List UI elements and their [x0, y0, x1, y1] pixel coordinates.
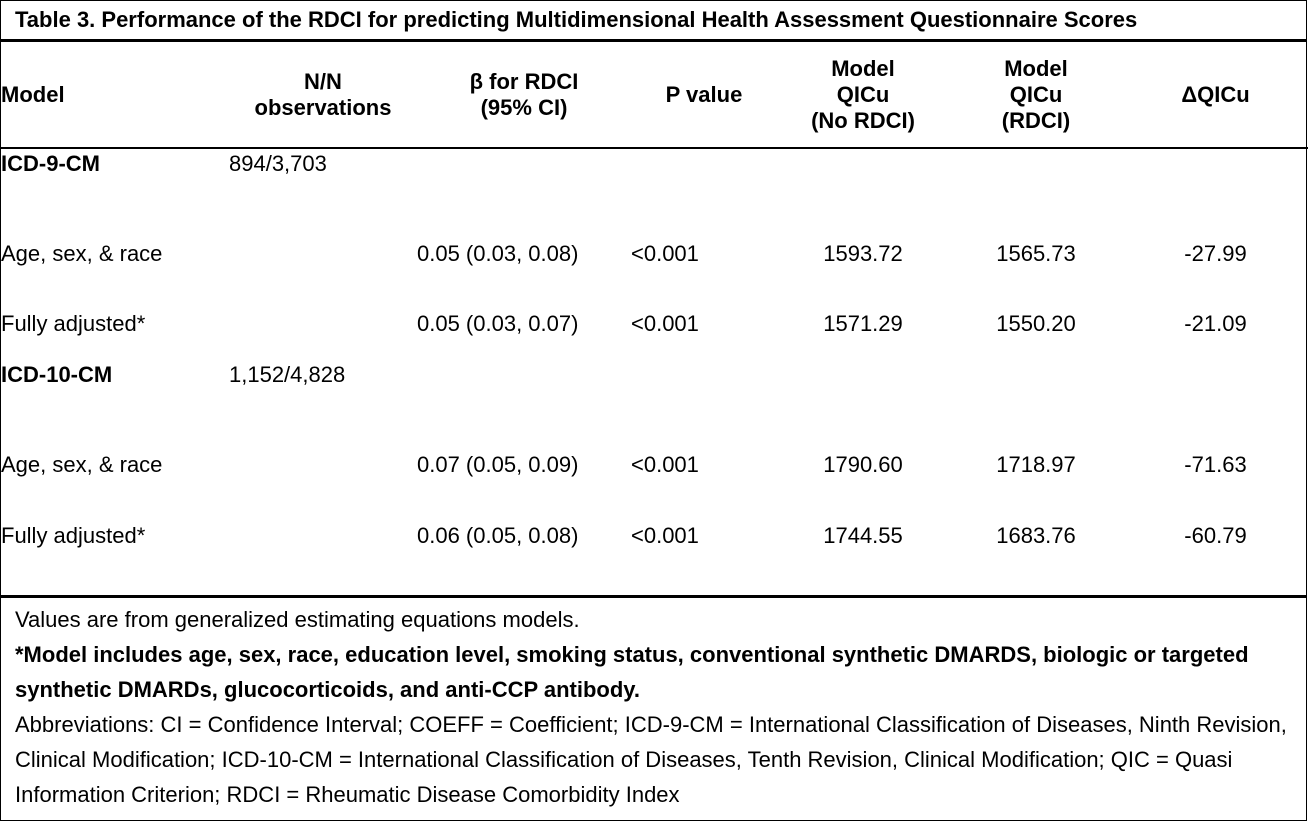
table-row: Age, sex, & race 0.07 (0.05, 0.09) <0.00… [1, 430, 1308, 501]
cell-qic-no-rdci [777, 148, 949, 219]
cell-p-value: <0.001 [631, 311, 699, 337]
header-qic-no-rdci-line: (No RDCI) [811, 107, 915, 133]
cell-qic-rdci: 1550.20 [996, 311, 1076, 337]
cell-p-value [631, 360, 777, 431]
cell-observations: 1,152/4,828 [229, 361, 346, 387]
cell-observations: 894/3,703 [229, 151, 327, 176]
header-qic-no-rdci-line: QICu [836, 81, 890, 107]
cell-delta-qic [1123, 148, 1308, 219]
cell-p-value: <0.001 [631, 452, 699, 478]
header-beta-line: β for RDCI [469, 68, 579, 94]
cell-beta [417, 148, 631, 219]
table-bottom-rule [1, 571, 1306, 598]
cell-qic-no-rdci [777, 360, 949, 431]
cell-qic-no-rdci: 1790.60 [823, 452, 903, 478]
header-qic-no-rdci: Model QICu (No RDCI) [777, 42, 949, 149]
header-model: Model [1, 42, 229, 149]
cell-observations [229, 501, 417, 572]
cell-observations [229, 219, 417, 290]
cell-model: ICD-10-CM [1, 361, 113, 387]
footnote-values: Values are from generalized estimating e… [15, 607, 580, 632]
header-beta: β for RDCI (95% CI) [417, 42, 631, 149]
header-beta-line: (95% CI) [480, 94, 568, 120]
cell-qic-rdci [949, 148, 1123, 219]
header-qic-rdci-line: (RDCI) [1001, 107, 1071, 133]
cell-delta-qic: -71.63 [1184, 452, 1247, 478]
cell-delta-qic [1123, 360, 1308, 431]
cell-delta-qic: -21.09 [1184, 311, 1247, 337]
cell-observations [229, 289, 417, 360]
table-row-group: ICD-9-CM 894/3,703 [1, 148, 1308, 219]
cell-beta: 0.05 (0.03, 0.08) [417, 240, 579, 266]
table-row: Fully adjusted* 0.06 (0.05, 0.08) <0.001… [1, 501, 1308, 572]
cell-qic-no-rdci: 1744.55 [823, 522, 903, 548]
table-row: Age, sex, & race 0.05 (0.03, 0.08) <0.00… [1, 219, 1308, 290]
header-qic-no-rdci-line: Model [831, 55, 895, 81]
cell-qic-rdci: 1718.97 [996, 452, 1076, 478]
cell-model: Age, sex, & race [1, 240, 163, 266]
cell-qic-rdci [949, 360, 1123, 431]
results-table: Model N/N observations β for RDCI (95% C… [1, 42, 1308, 571]
cell-qic-no-rdci: 1571.29 [823, 311, 903, 337]
table-title: Table 3. Performance of the RDCI for pre… [1, 1, 1306, 42]
cell-beta: 0.05 (0.03, 0.07) [417, 311, 579, 337]
cell-delta-qic: -27.99 [1184, 240, 1247, 266]
cell-beta: 0.07 (0.05, 0.09) [417, 452, 579, 478]
table-row: Fully adjusted* 0.05 (0.03, 0.07) <0.001… [1, 289, 1308, 360]
cell-observations [229, 430, 417, 501]
table-body: ICD-9-CM 894/3,703 Age, sex, & race 0.05… [1, 148, 1308, 571]
header-model-line: Model [1, 81, 65, 107]
table-footnotes: Values are from generalized estimating e… [1, 598, 1306, 812]
cell-beta [417, 360, 631, 431]
cell-model: Age, sex, & race [1, 452, 163, 478]
cell-p-value: <0.001 [631, 240, 699, 266]
cell-delta-qic: -60.79 [1184, 522, 1247, 548]
cell-beta: 0.06 (0.05, 0.08) [417, 522, 579, 548]
cell-qic-rdci: 1683.76 [996, 522, 1076, 548]
header-p-value-line: P value [665, 81, 743, 107]
header-observations-line: observations [254, 94, 392, 120]
footnote-abbreviations: Abbreviations: CI = Confidence Interval;… [15, 712, 1287, 807]
header-observations-line: N/N [304, 68, 342, 94]
cell-model: ICD-9-CM [1, 151, 100, 176]
header-qic-rdci-line: QICu [1009, 81, 1063, 107]
header-observations: N/N observations [229, 42, 417, 149]
table-header: Model N/N observations β for RDCI (95% C… [1, 42, 1308, 149]
cell-model: Fully adjusted* [1, 311, 146, 337]
header-qic-rdci-line: Model [1004, 55, 1068, 81]
header-delta-qic: ΔQICu [1123, 42, 1308, 149]
cell-model: Fully adjusted* [1, 522, 146, 548]
cell-qic-rdci: 1565.73 [996, 240, 1076, 266]
footnote-model: *Model includes age, sex, race, educatio… [15, 642, 1249, 702]
cell-qic-no-rdci: 1593.72 [823, 240, 903, 266]
header-delta-qic-line: ΔQICu [1181, 81, 1250, 107]
header-p-value: P value [631, 42, 777, 149]
table-row-group: ICD-10-CM 1,152/4,828 [1, 360, 1308, 431]
cell-p-value [631, 148, 777, 219]
cell-p-value: <0.001 [631, 522, 699, 548]
header-qic-rdci: Model QICu (RDCI) [949, 42, 1123, 149]
